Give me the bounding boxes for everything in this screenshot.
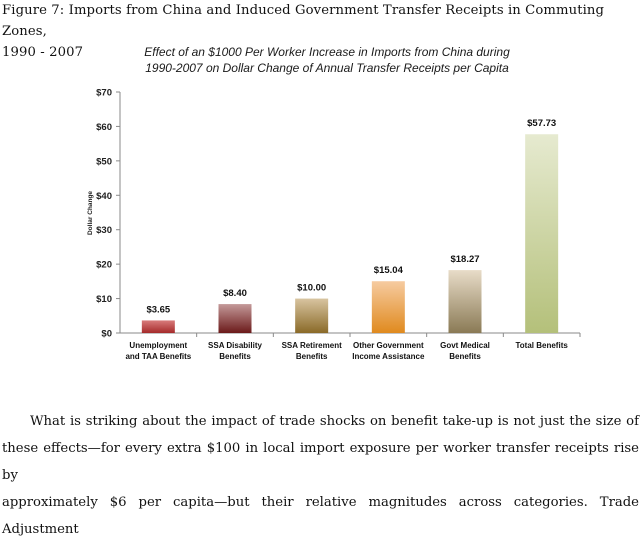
category-label: Total Benefits	[516, 341, 569, 350]
bar	[218, 304, 252, 333]
y-tick-label: $60	[96, 122, 112, 133]
bar	[141, 320, 175, 333]
bar	[525, 134, 559, 333]
category-label: and TAA Benefits	[125, 352, 191, 361]
chart-bars	[141, 134, 559, 333]
bar	[371, 281, 405, 333]
chart-title-line-2: 1990-2007 on Dollar Change of Annual Tra…	[145, 61, 509, 75]
bar	[448, 270, 482, 333]
figure-caption-line-1: Figure 7: Imports from China and Induced…	[2, 3, 605, 39]
category-label: Benefits	[296, 352, 328, 361]
y-tick-label: $40	[96, 191, 112, 202]
bar-value-label: $18.27	[450, 254, 479, 265]
chart-axes: $0 $10 $20 $30 $40 $50 $60 $70 Dollar Change	[87, 88, 581, 340]
bar-value-label: $3.65	[146, 304, 170, 315]
y-axis-label: Dollar Change	[87, 191, 94, 235]
figure-caption-line-2: 1990 - 2007	[2, 45, 84, 60]
y-tick-label: $50	[96, 156, 112, 167]
bar-chart: Effect of an $1000 Per Worker Increase i…	[87, 45, 581, 361]
bar-value-label: $8.40	[223, 288, 247, 299]
category-label: SSA Disability	[208, 341, 262, 350]
bar-value-label: $10.00	[297, 283, 326, 294]
chart-labels: $3.65 Unemployment and TAA Benefits $8.40 SS…	[125, 118, 568, 361]
bar-value-label: $57.73	[527, 118, 556, 129]
category-label: Benefits	[449, 352, 481, 361]
category-label: Unemployment	[129, 341, 187, 350]
bar-value-label: $15.04	[374, 265, 404, 276]
y-tick-label: $20	[96, 260, 112, 271]
chart-title-line-1: Effect of an $1000 Per Worker Increase i…	[144, 45, 510, 59]
body-line-1: What is striking about the impact of tra…	[2, 408, 639, 435]
category-label: Benefits	[219, 352, 251, 361]
y-tick-label: $10	[96, 294, 112, 305]
body-line-3: approximately $6 per capita—but their re…	[2, 495, 639, 537]
y-tick-label: $70	[96, 88, 112, 99]
category-label: SSA Retirement	[282, 341, 343, 350]
bar	[295, 298, 329, 333]
y-tick-label: $0	[101, 329, 112, 340]
body-line-1-text: What is striking about the impact of tra…	[30, 414, 639, 429]
figure-caption: Figure 7: Imports from China and Induced…	[2, 0, 639, 63]
body-paragraph: What is striking about the impact of tra…	[2, 408, 639, 543]
category-label: Govt Medical	[440, 341, 490, 350]
y-tick-label: $30	[96, 225, 112, 236]
body-line-2: these effects—for every extra $100 in lo…	[2, 441, 639, 483]
category-label: Other Government	[353, 341, 424, 350]
category-label: Income Assistance	[352, 352, 425, 361]
